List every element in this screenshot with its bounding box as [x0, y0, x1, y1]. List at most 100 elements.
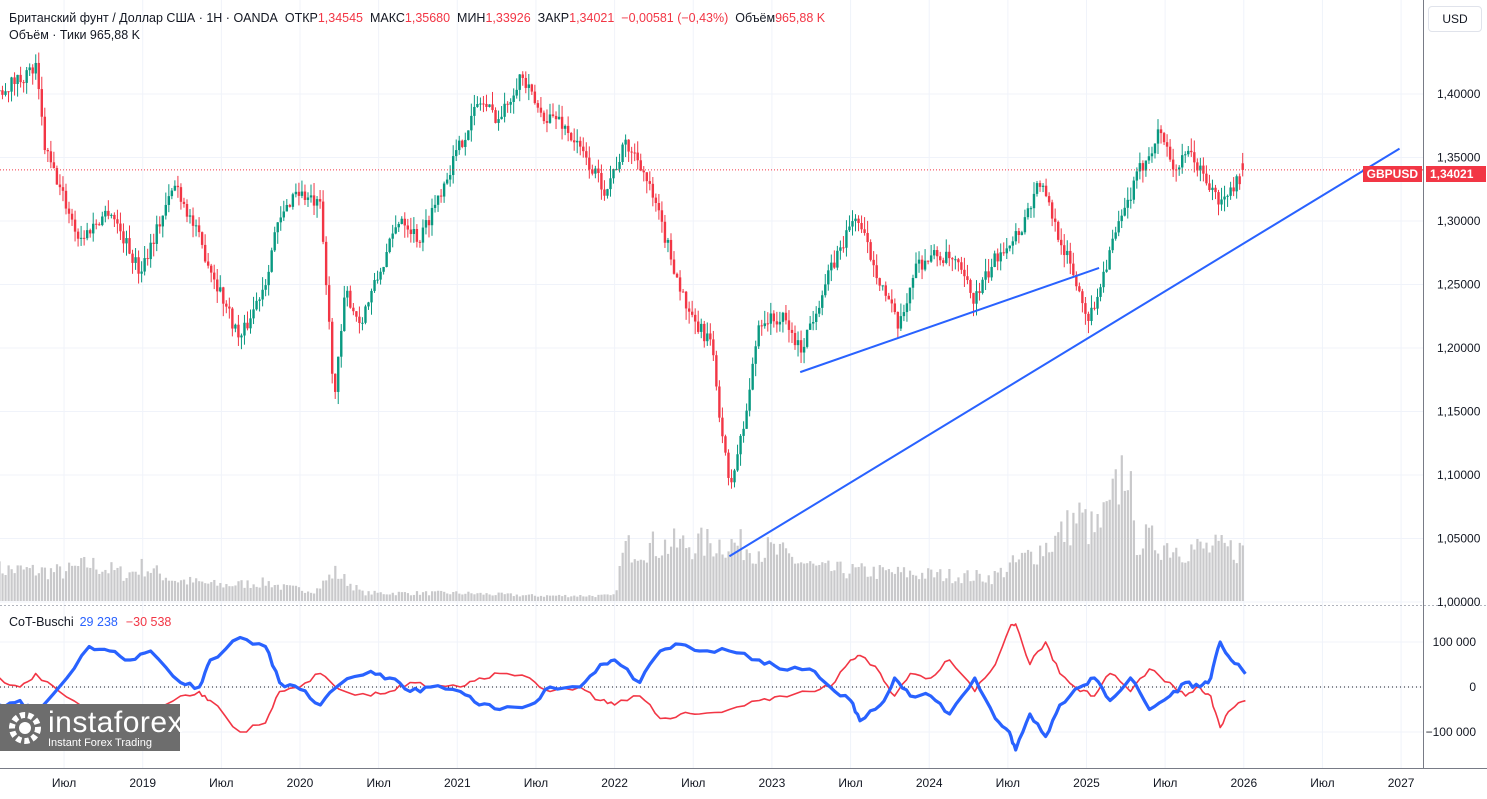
- volume-bar: [633, 559, 636, 601]
- volume-bar: [61, 578, 65, 601]
- candle-body: [836, 250, 839, 268]
- candle-body: [349, 290, 352, 308]
- candle-body: [125, 238, 128, 244]
- candle-body: [95, 223, 98, 225]
- candle-body: [382, 266, 385, 272]
- volume-bar: [237, 581, 240, 601]
- volume-bar: [337, 578, 340, 601]
- volume-bar: [7, 565, 10, 601]
- gear-logo-icon: [9, 712, 41, 744]
- candle-body: [448, 175, 452, 180]
- candle-body: [684, 291, 688, 309]
- volume-bar: [772, 543, 776, 601]
- volume-bar: [418, 594, 422, 601]
- candle-body: [609, 178, 612, 190]
- candle-body: [303, 191, 307, 200]
- volume-bar: [95, 569, 98, 601]
- volume-bar: [92, 557, 95, 601]
- candle-body: [297, 191, 301, 196]
- volume-bar: [46, 579, 50, 601]
- volume-bar: [331, 578, 334, 601]
- volume-bar: [28, 568, 31, 601]
- volume-bar: [249, 587, 252, 601]
- candle-body: [860, 223, 863, 230]
- trendline: [728, 147, 1401, 558]
- volume-bar: [125, 578, 128, 601]
- candle-body: [143, 258, 146, 272]
- volume-bar: [161, 580, 164, 601]
- candle-body: [225, 303, 228, 307]
- candle-body: [978, 291, 981, 294]
- candle-body: [690, 311, 694, 315]
- candle-body: [1102, 271, 1105, 288]
- candle-body: [1211, 187, 1214, 191]
- volume-bar: [255, 586, 258, 601]
- volume-bar: [963, 573, 966, 601]
- volume-bar: [896, 566, 900, 601]
- volume-bar: [207, 583, 210, 601]
- candle-body: [993, 253, 996, 267]
- volume-bar: [1002, 577, 1005, 601]
- volume-bar: [210, 582, 213, 601]
- candle-body: [990, 266, 993, 278]
- candle-body: [1014, 231, 1018, 242]
- volume-bar: [884, 570, 887, 601]
- volume-bar: [709, 543, 712, 601]
- candle-body: [182, 201, 186, 205]
- candle-body: [588, 157, 591, 170]
- volume-bar: [385, 594, 388, 601]
- volume-bar: [1011, 555, 1015, 601]
- volume-bar: [857, 566, 860, 601]
- candle-body: [842, 247, 845, 249]
- currency-button[interactable]: USD: [1428, 6, 1482, 32]
- volume-bar: [319, 588, 322, 601]
- volume-bar: [679, 538, 682, 601]
- volume-bar: [594, 597, 597, 601]
- volume-bar: [533, 595, 537, 601]
- volume-bar: [343, 574, 346, 601]
- candle-body: [715, 355, 718, 387]
- volume-bar: [173, 580, 177, 601]
- volume-bar: [536, 596, 540, 601]
- volume-bar: [933, 577, 936, 601]
- time-tick-label: Июл: [996, 776, 1020, 790]
- candle-body: [439, 195, 443, 197]
- candle-body: [515, 89, 518, 96]
- volume-bar: [449, 594, 452, 601]
- volume-bar: [999, 567, 1002, 601]
- volume-bar: [1054, 535, 1057, 601]
- volume-bar: [969, 581, 972, 601]
- candle-body: [745, 410, 748, 429]
- volume-bar: [651, 531, 655, 601]
- volume-bar: [1111, 478, 1114, 601]
- volume-bar: [264, 585, 267, 601]
- volume-bar: [267, 581, 270, 601]
- candle-body: [388, 238, 391, 253]
- volume-bar: [1211, 545, 1214, 601]
- candle-body: [1060, 239, 1063, 246]
- volume-bar: [261, 577, 264, 601]
- candle-body: [766, 323, 769, 325]
- volume-bar: [957, 577, 960, 601]
- volume-bar: [509, 593, 512, 601]
- volume-bar: [485, 593, 488, 601]
- volume-bar: [905, 577, 909, 601]
- candle-body: [600, 173, 603, 190]
- candle-body: [536, 103, 540, 108]
- candle-body: [67, 208, 71, 214]
- candle-body: [569, 133, 573, 141]
- candle-body: [104, 210, 107, 217]
- candle-body: [881, 285, 884, 287]
- candle-body: [969, 280, 972, 293]
- candle-body: [866, 232, 869, 243]
- candle-body: [494, 110, 497, 123]
- volume-bar: [397, 591, 400, 601]
- volume-bar: [1196, 538, 1199, 601]
- volume-bar: [936, 572, 939, 601]
- candle-body: [733, 470, 736, 483]
- candle-body: [13, 77, 16, 85]
- volume-bar: [143, 576, 146, 601]
- candle-body: [923, 260, 927, 270]
- volume-bar: [573, 595, 576, 601]
